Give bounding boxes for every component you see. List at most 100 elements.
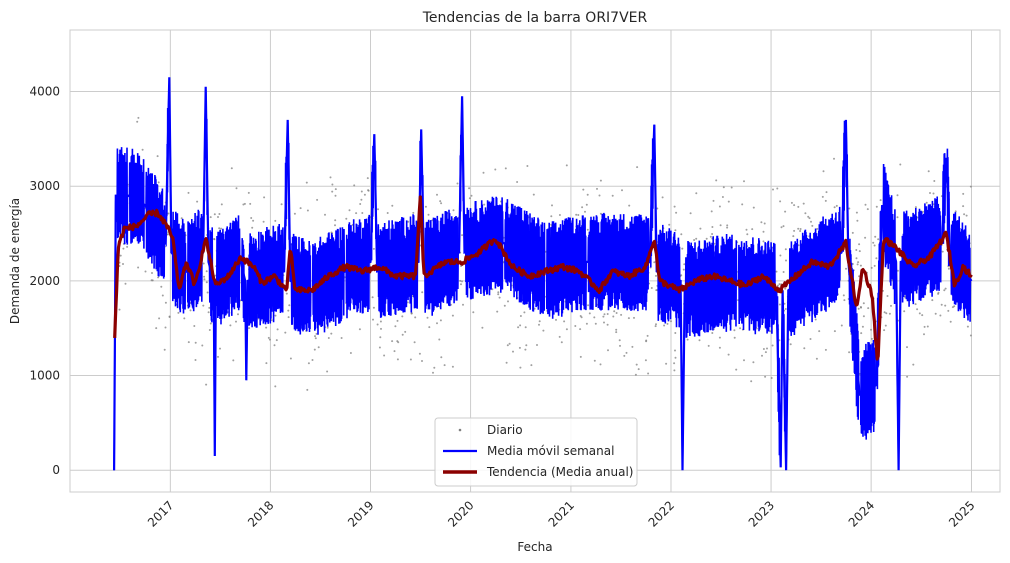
daily-point (874, 235, 877, 238)
daily-point (914, 206, 917, 209)
daily-point (862, 302, 865, 305)
daily-point (414, 316, 417, 319)
daily-point (947, 309, 950, 312)
daily-point (379, 336, 382, 339)
daily-point (327, 337, 330, 339)
daily-point (542, 329, 545, 332)
daily-point (855, 257, 858, 260)
daily-point (421, 291, 424, 294)
daily-point (944, 287, 947, 290)
daily-point (363, 193, 366, 196)
daily-point (579, 328, 582, 331)
daily-point (136, 120, 139, 123)
daily-point (330, 332, 333, 335)
daily-point (340, 337, 343, 339)
daily-point (391, 340, 394, 343)
daily-point (433, 366, 436, 369)
daily-point (875, 205, 878, 208)
daily-point (807, 215, 810, 218)
daily-point (770, 377, 773, 379)
daily-point (793, 229, 796, 232)
daily-point (864, 236, 867, 239)
daily-point (156, 155, 159, 158)
daily-point (593, 359, 596, 362)
daily-point (635, 363, 638, 366)
daily-point (793, 204, 796, 207)
daily-point (317, 346, 320, 349)
daily-point (205, 281, 208, 284)
daily-point (498, 296, 501, 299)
daily-point (746, 233, 749, 236)
daily-point (383, 354, 386, 357)
daily-point (752, 361, 755, 364)
daily-point (872, 241, 875, 244)
daily-point (524, 326, 527, 329)
daily-point (969, 185, 972, 188)
daily-point (424, 205, 427, 208)
daily-point (122, 263, 124, 265)
daily-point (877, 238, 880, 241)
daily-point (436, 193, 438, 196)
daily-point (953, 305, 956, 308)
daily-point (503, 304, 506, 307)
daily-point (645, 340, 648, 343)
daily-point (785, 259, 787, 262)
daily-point (550, 215, 553, 218)
daily-point (743, 359, 745, 362)
daily-point (203, 275, 206, 278)
daily-point (711, 332, 714, 334)
daily-point (334, 224, 336, 227)
daily-point (519, 324, 522, 327)
daily-point (769, 330, 772, 333)
daily-point (896, 194, 899, 197)
daily-point (663, 324, 666, 327)
daily-point (287, 316, 290, 319)
daily-point (873, 264, 876, 267)
daily-point (745, 228, 748, 231)
daily-point (792, 235, 795, 238)
daily-point (858, 250, 861, 253)
daily-point (579, 355, 582, 358)
daily-point (565, 328, 568, 331)
daily-point (305, 181, 308, 184)
daily-point (683, 263, 686, 266)
daily-point (862, 315, 865, 318)
daily-point (462, 303, 464, 306)
daily-point (896, 269, 899, 272)
daily-point (885, 312, 888, 315)
daily-point (733, 336, 736, 339)
daily-point (164, 301, 167, 304)
daily-point (689, 212, 692, 215)
daily-point (926, 325, 929, 328)
daily-point (843, 299, 846, 302)
daily-point (563, 320, 566, 323)
daily-point (944, 304, 947, 307)
daily-point (772, 188, 774, 191)
daily-point (438, 338, 441, 341)
daily-point (316, 198, 319, 201)
daily-point (655, 289, 658, 292)
daily-point (637, 368, 640, 371)
daily-point (232, 359, 235, 362)
daily-point (655, 274, 657, 277)
daily-point (603, 321, 605, 324)
daily-point (249, 202, 252, 205)
daily-point (856, 263, 859, 266)
daily-point (752, 206, 755, 209)
daily-point (613, 310, 616, 313)
daily-point (516, 181, 519, 183)
daily-point (764, 351, 767, 354)
daily-point (459, 279, 462, 282)
daily-point (661, 196, 664, 199)
daily-point (833, 157, 835, 160)
daily-point (779, 200, 782, 203)
daily-point (668, 223, 671, 226)
daily-point (698, 339, 701, 342)
daily-point (858, 275, 861, 278)
daily-point (937, 292, 940, 295)
daily-point (599, 363, 602, 366)
daily-point (361, 212, 364, 214)
daily-point (726, 226, 729, 229)
daily-point (761, 354, 763, 357)
daily-point (386, 212, 389, 214)
